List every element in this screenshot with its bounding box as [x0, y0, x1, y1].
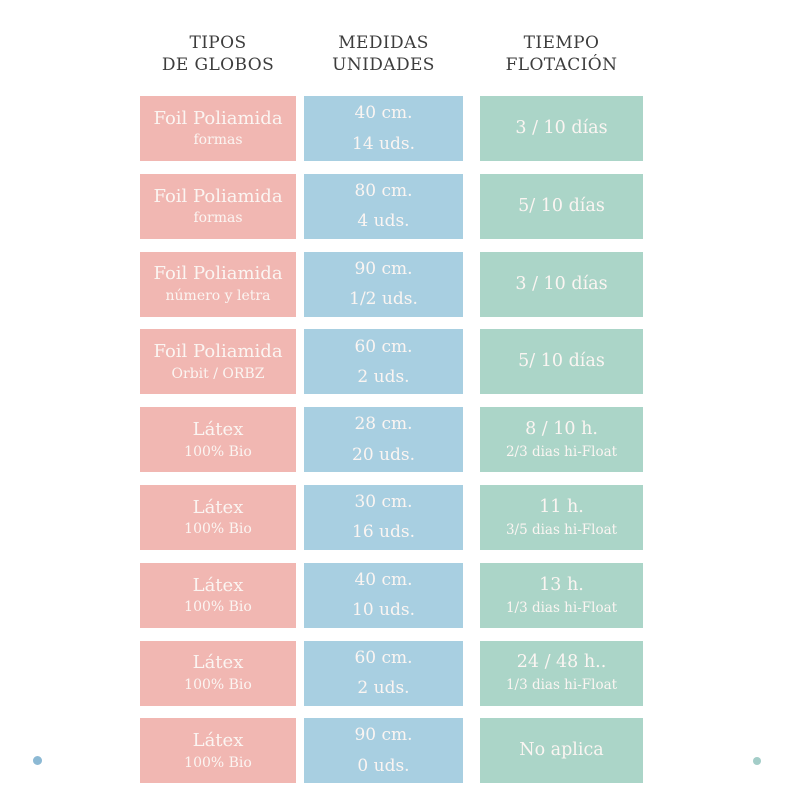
float-time: 13 h.: [539, 574, 584, 595]
table-row: Foil Poliamida formas 40 cm. 14 uds. 3 /…: [140, 96, 643, 161]
size-units: 20 uds.: [352, 444, 415, 465]
float-time-cell: 13 h. 1/3 dias hi-Float: [480, 562, 643, 628]
size-cm: 28 cm.: [354, 414, 413, 435]
float-time-note: 2/3 dias hi-Float: [505, 444, 618, 461]
float-time-note: 1/3 dias hi-Float: [505, 599, 618, 616]
size-units-cell: 40 cm. 14 uds.: [304, 96, 463, 161]
size-units-cell: 28 cm. 20 uds.: [304, 407, 463, 473]
size-units-cell: 80 cm. 4 uds.: [304, 173, 463, 239]
table-row: Látex 100% Bio 30 cm. 16 uds. 11 h. 3/5 …: [140, 484, 643, 550]
size-cm: 30 cm.: [354, 492, 413, 513]
size-cm: 40 cm.: [354, 569, 413, 590]
balloon-type-variant: número y letra: [165, 287, 271, 304]
balloon-type-name: Foil Poliamida: [153, 185, 283, 207]
float-time-cell: No aplica: [480, 718, 643, 784]
table-row: Foil Poliamida formas 80 cm. 4 uds. 5/ 1…: [140, 173, 643, 239]
balloon-type-variant: 100% Bio: [184, 754, 252, 771]
table-row: Látex 100% Bio 60 cm. 2 uds. 24 / 48 h..…: [140, 640, 643, 706]
balloon-type-name: Foil Poliamida: [153, 341, 283, 363]
float-time: 24 / 48 h..: [516, 652, 607, 673]
float-time-cell: 3 / 10 días: [480, 251, 643, 317]
balloon-type-cell: Látex 100% Bio: [140, 718, 296, 784]
column-header-line: TIEMPO: [523, 33, 600, 53]
column-header-line: FLOTACIÓN: [505, 55, 618, 75]
balloon-type-variant: formas: [193, 210, 243, 227]
size-units-cell: 60 cm. 2 uds.: [304, 329, 463, 395]
balloon-type-name: Látex: [192, 496, 244, 518]
column-header-tiempo: TIEMPO FLOTACIÓN: [480, 32, 643, 76]
balloon-type-cell: Látex 100% Bio: [140, 407, 296, 473]
size-units: 2 uds.: [357, 366, 410, 387]
float-time: No aplica: [519, 740, 604, 761]
decorative-dot-blue: [33, 756, 42, 765]
balloon-type-cell: Látex 100% Bio: [140, 484, 296, 550]
balloon-type-name: Foil Poliamida: [153, 263, 283, 285]
float-time: 5/ 10 días: [518, 195, 605, 216]
column-header-line: MEDIDAS: [338, 33, 429, 53]
table-row: Látex 100% Bio 40 cm. 10 uds. 13 h. 1/3 …: [140, 562, 643, 628]
float-time-note: 1/3 dias hi-Float: [505, 677, 618, 694]
balloon-type-variant: 100% Bio: [184, 599, 252, 616]
balloon-type-variant: 100% Bio: [184, 443, 252, 460]
size-units: 1/2 uds.: [349, 289, 418, 310]
size-units-cell: 40 cm. 10 uds.: [304, 562, 463, 628]
balloon-type-cell: Foil Poliamida número y letra: [140, 251, 296, 317]
float-time-cell: 8 / 10 h. 2/3 dias hi-Float: [480, 407, 643, 473]
size-units: 16 uds.: [352, 522, 415, 543]
size-cm: 60 cm.: [354, 647, 413, 668]
column-header-line: DE GLOBOS: [161, 55, 275, 75]
size-units-cell: 90 cm. 0 uds.: [304, 718, 463, 784]
size-cm: 90 cm.: [354, 258, 413, 279]
size-units: 4 uds.: [357, 211, 410, 232]
balloon-type-cell: Foil Poliamida formas: [140, 96, 296, 161]
float-time: 8 / 10 h.: [525, 419, 598, 440]
size-units: 0 uds.: [357, 755, 410, 776]
float-time-cell: 5/ 10 días: [480, 173, 643, 239]
size-units: 10 uds.: [352, 600, 415, 621]
column-header-line: UNIDADES: [332, 55, 435, 75]
float-time-cell: 24 / 48 h.. 1/3 dias hi-Float: [480, 640, 643, 706]
size-units-cell: 90 cm. 1/2 uds.: [304, 251, 463, 317]
size-cm: 60 cm.: [354, 336, 413, 357]
size-units: 14 uds.: [352, 133, 415, 154]
table-row: Foil Poliamida número y letra 90 cm. 1/2…: [140, 251, 643, 317]
float-time: 3 / 10 días: [515, 273, 608, 294]
size-units-cell: 30 cm. 16 uds.: [304, 484, 463, 550]
float-time-note: 3/5 dias hi-Float: [505, 521, 618, 538]
column-header-medidas: MEDIDAS UNIDADES: [304, 32, 463, 76]
table-row: Foil Poliamida Orbit / ORBZ 60 cm. 2 uds…: [140, 329, 643, 395]
balloon-type-name: Látex: [192, 730, 244, 752]
balloon-type-cell: Látex 100% Bio: [140, 562, 296, 628]
float-time-cell: 11 h. 3/5 dias hi-Float: [480, 484, 643, 550]
float-time-cell: 3 / 10 días: [480, 96, 643, 161]
balloon-type-cell: Foil Poliamida Orbit / ORBZ: [140, 329, 296, 395]
size-cm: 90 cm.: [354, 725, 413, 746]
balloon-type-cell: Foil Poliamida formas: [140, 173, 296, 239]
balloon-type-variant: formas: [193, 132, 243, 149]
balloon-type-variant: 100% Bio: [184, 676, 252, 693]
balloon-type-variant: 100% Bio: [184, 521, 252, 538]
balloon-type-cell: Látex 100% Bio: [140, 640, 296, 706]
column-header-line: TIPOS: [189, 33, 247, 53]
table-row: Látex 100% Bio 90 cm. 0 uds. No aplica: [140, 718, 643, 784]
float-time: 11 h.: [539, 496, 584, 517]
size-cm: 40 cm.: [354, 103, 413, 124]
size-cm: 80 cm.: [354, 180, 413, 201]
balloon-type-name: Látex: [192, 652, 244, 674]
balloon-type-name: Látex: [192, 418, 244, 440]
balloon-type-variant: Orbit / ORBZ: [171, 365, 265, 382]
float-time: 3 / 10 días: [515, 118, 608, 138]
float-time-cell: 5/ 10 días: [480, 329, 643, 395]
column-header-tipos: TIPOS DE GLOBOS: [140, 32, 296, 76]
balloon-type-name: Látex: [192, 574, 244, 596]
size-units-cell: 60 cm. 2 uds.: [304, 640, 463, 706]
table-body: Foil Poliamida formas 40 cm. 14 uds. 3 /…: [140, 96, 643, 796]
decorative-dot-teal: [753, 757, 761, 765]
float-time: 5/ 10 días: [518, 351, 605, 372]
balloon-type-name: Foil Poliamida: [153, 107, 283, 129]
table-row: Látex 100% Bio 28 cm. 20 uds. 8 / 10 h. …: [140, 407, 643, 473]
size-units: 2 uds.: [357, 678, 410, 699]
